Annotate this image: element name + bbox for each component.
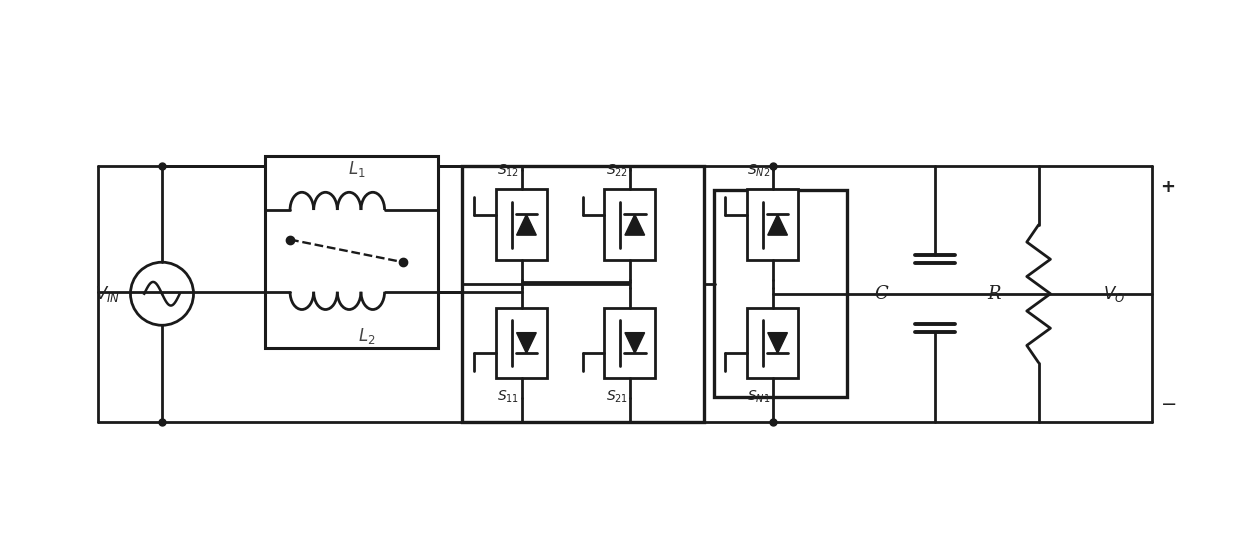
- Text: $L_1$: $L_1$: [347, 158, 366, 178]
- Polygon shape: [517, 214, 536, 235]
- Text: $S_{21}$: $S_{21}$: [605, 389, 627, 406]
- Text: $V_O$: $V_O$: [1102, 284, 1125, 304]
- Text: $S_{N1}$: $S_{N1}$: [748, 389, 771, 406]
- Text: R: R: [987, 285, 1001, 302]
- Bar: [265, 156, 438, 348]
- Polygon shape: [768, 332, 787, 353]
- Polygon shape: [517, 332, 536, 353]
- Text: +: +: [1159, 177, 1174, 196]
- Text: $S_{12}$: $S_{12}$: [497, 162, 520, 179]
- Text: $S_{22}$: $S_{22}$: [605, 162, 627, 179]
- Polygon shape: [768, 214, 787, 235]
- Polygon shape: [625, 332, 645, 353]
- Text: $-$: $-$: [1159, 393, 1176, 412]
- Bar: [746, 189, 799, 260]
- Bar: [746, 307, 799, 378]
- Bar: [604, 307, 656, 378]
- Text: $V_{IN}$: $V_{IN}$: [95, 284, 120, 304]
- Text: $L_2$: $L_2$: [357, 326, 376, 346]
- Bar: [604, 189, 656, 260]
- Text: $S_{11}$: $S_{11}$: [497, 389, 520, 406]
- Bar: [496, 189, 547, 260]
- Bar: [463, 166, 704, 422]
- Text: $S_{N2}$: $S_{N2}$: [748, 162, 771, 179]
- Text: C: C: [874, 285, 888, 302]
- Bar: [496, 307, 547, 378]
- Bar: [713, 191, 847, 397]
- Polygon shape: [625, 214, 645, 235]
